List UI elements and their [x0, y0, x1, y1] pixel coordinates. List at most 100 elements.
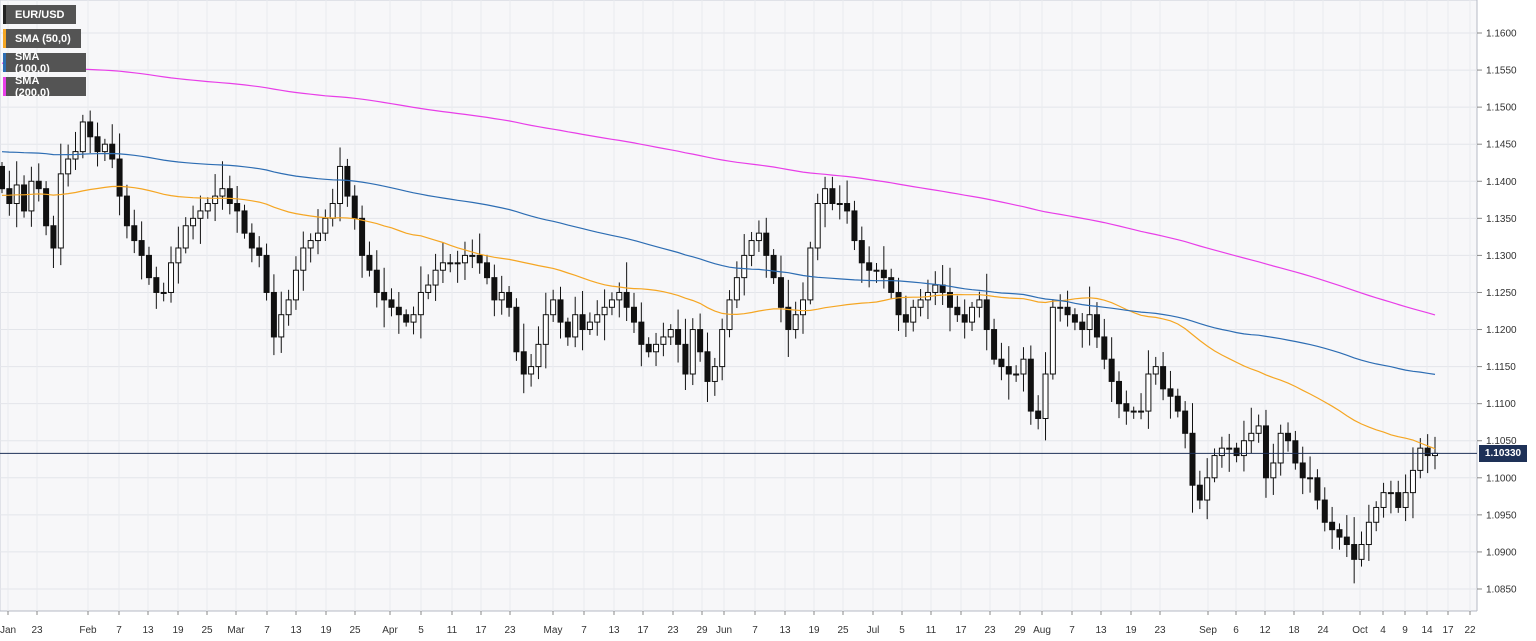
candle-body: [888, 277, 895, 293]
y-tick-label: 1.0900: [1486, 547, 1517, 558]
legend-sma200[interactable]: SMA (200,0): [3, 74, 86, 99]
sma100-line: [1, 151, 1436, 375]
candle-body: [594, 314, 601, 323]
candle-body: [579, 314, 586, 331]
x-tick-label: 5: [418, 625, 424, 636]
candle-body: [1417, 447, 1424, 471]
x-tick-label: 19: [172, 625, 184, 636]
candle-body: [337, 165, 344, 205]
x-tick-label: 23: [31, 625, 43, 636]
candle-body: [101, 143, 108, 153]
x-tick-label: 13: [608, 625, 620, 636]
candle-body: [748, 240, 755, 256]
candle-body: [1116, 380, 1123, 405]
x-tick-label: 11: [447, 625, 458, 636]
candle-body: [447, 262, 454, 265]
candle-body: [1343, 536, 1350, 546]
x-tick-label: 22: [1464, 625, 1476, 636]
candle-body: [763, 232, 770, 256]
candle-body: [138, 240, 145, 256]
candle-body: [895, 291, 902, 316]
legend-label-sma200: SMA (200,0): [14, 74, 50, 99]
candle-body: [6, 188, 13, 205]
x-tick-label: 19: [1125, 625, 1137, 636]
candle-body: [248, 232, 255, 249]
candle-body: [168, 262, 175, 293]
candle-body: [586, 321, 593, 331]
candle-body: [1277, 432, 1284, 464]
candle-body: [57, 173, 64, 249]
candle-body: [513, 306, 520, 353]
legend-sma100[interactable]: SMA (100,0): [3, 50, 86, 75]
candle-body: [300, 247, 307, 271]
candle-body: [1211, 455, 1218, 479]
legend-swatch-sma200: [3, 77, 6, 96]
candle-body: [1013, 373, 1020, 376]
y-tick-label: 1.1550: [1486, 66, 1517, 77]
candle-body: [902, 314, 909, 323]
candle-body: [1292, 440, 1299, 464]
candle-body: [858, 240, 865, 264]
candle-body: [322, 217, 329, 234]
candle-body: [777, 277, 784, 308]
y-tick-label: 1.0950: [1486, 510, 1517, 521]
candle-body: [689, 329, 696, 375]
candle-body: [432, 269, 439, 286]
candle-body: [1240, 440, 1247, 457]
candle-body: [1395, 492, 1402, 508]
candle-body: [1402, 492, 1409, 508]
candle-body: [645, 343, 652, 353]
x-tick-label: 11: [926, 625, 937, 636]
candle-body: [366, 254, 373, 271]
candle-body: [65, 158, 72, 175]
candle-body: [491, 277, 498, 301]
candle-body: [410, 314, 417, 323]
candle-body: [704, 351, 711, 382]
candle-body: [234, 203, 241, 212]
x-tick-label: 25: [837, 625, 849, 636]
candle-body: [182, 225, 189, 249]
legend-label-sma50: SMA (50,0): [15, 32, 71, 45]
legend-eurusd[interactable]: EUR/USD: [3, 5, 76, 24]
candle-body: [1424, 447, 1431, 457]
candle-body: [1093, 314, 1100, 338]
y-tick-label: 1.0850: [1486, 585, 1517, 596]
candle-body: [506, 291, 513, 308]
candle-body: [1020, 358, 1027, 375]
candle-body: [1057, 306, 1064, 309]
candle-body: [1027, 358, 1034, 412]
legend-sma50[interactable]: SMA (50,0): [3, 29, 81, 48]
candle-body: [1358, 544, 1365, 560]
y-tick-label: 1.1600: [1486, 29, 1517, 40]
plot-area: [0, 0, 1478, 612]
candle-body: [939, 284, 946, 293]
candle-body: [1270, 462, 1277, 479]
x-tick-label: 7: [752, 625, 758, 636]
candle-body: [785, 306, 792, 331]
x-tick-label: 7: [264, 625, 270, 636]
legend-label-eurusd: EUR/USD: [15, 8, 65, 21]
x-tick-label: 17: [475, 625, 487, 636]
candle-body: [608, 299, 615, 308]
candle-body: [1086, 314, 1093, 331]
candle-body: [719, 329, 726, 368]
x-tick-label: Jan: [0, 625, 16, 636]
candle-body: [1365, 521, 1372, 546]
candle-body: [123, 195, 130, 227]
legend-label-sma100: SMA (100,0): [14, 50, 50, 75]
candle-body: [814, 203, 821, 249]
candle-body: [0, 165, 5, 190]
candle-body: [653, 343, 660, 353]
candle-body: [1351, 544, 1358, 560]
x-tick-label: 17: [1442, 625, 1454, 636]
candle-body: [1042, 373, 1049, 419]
candle-body: [542, 314, 549, 345]
candle-body: [564, 321, 571, 338]
legend-swatch-sma50: [3, 29, 6, 48]
x-tick-label: 17: [955, 625, 967, 636]
x-tick-label: May: [544, 625, 563, 636]
candle-body: [344, 165, 351, 197]
candle-body: [976, 299, 983, 308]
x-tick-label: Oct: [1352, 625, 1368, 636]
